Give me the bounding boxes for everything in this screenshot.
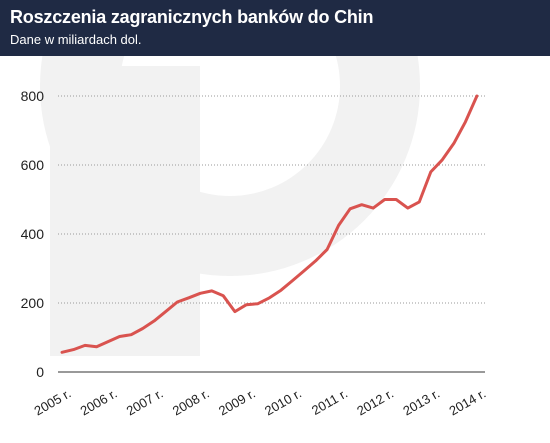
x-tick-label: 2007 r. (124, 386, 166, 419)
y-tick-label: 600 (21, 157, 45, 173)
x-tick-label: 2010 r. (262, 386, 304, 419)
y-tick-label: 0 (36, 364, 44, 380)
x-tick-label: 2014 r. (446, 386, 488, 419)
y-tick-label: 800 (21, 88, 45, 104)
y-tick-label: 200 (21, 295, 45, 311)
line-chart: 0 200 400 600 800 2005 r.2006 r.2007 r.2008 r… (0, 56, 550, 438)
x-tick-label: 2011 r. (309, 386, 350, 418)
chart-header: Roszczenia zagranicznych banków do Chin … (0, 0, 550, 56)
chart-subtitle: Dane w miliardach dol. (10, 32, 142, 47)
x-tick-label: 2005 r. (32, 386, 74, 419)
chart-area: 0 200 400 600 800 2005 r.2006 r.2007 r.2008 r… (0, 56, 550, 438)
x-tick-label: 2012 r. (354, 386, 396, 419)
x-tick-label: 2008 r. (170, 386, 212, 419)
x-tick-label: 2006 r. (78, 386, 120, 419)
x-tick-label: 2013 r. (400, 386, 442, 419)
y-tick-label: 400 (21, 226, 45, 242)
chart-title: Roszczenia zagranicznych banków do Chin (10, 7, 373, 28)
watermark-bar (50, 66, 200, 356)
x-tick-label: 2009 r. (216, 386, 258, 419)
